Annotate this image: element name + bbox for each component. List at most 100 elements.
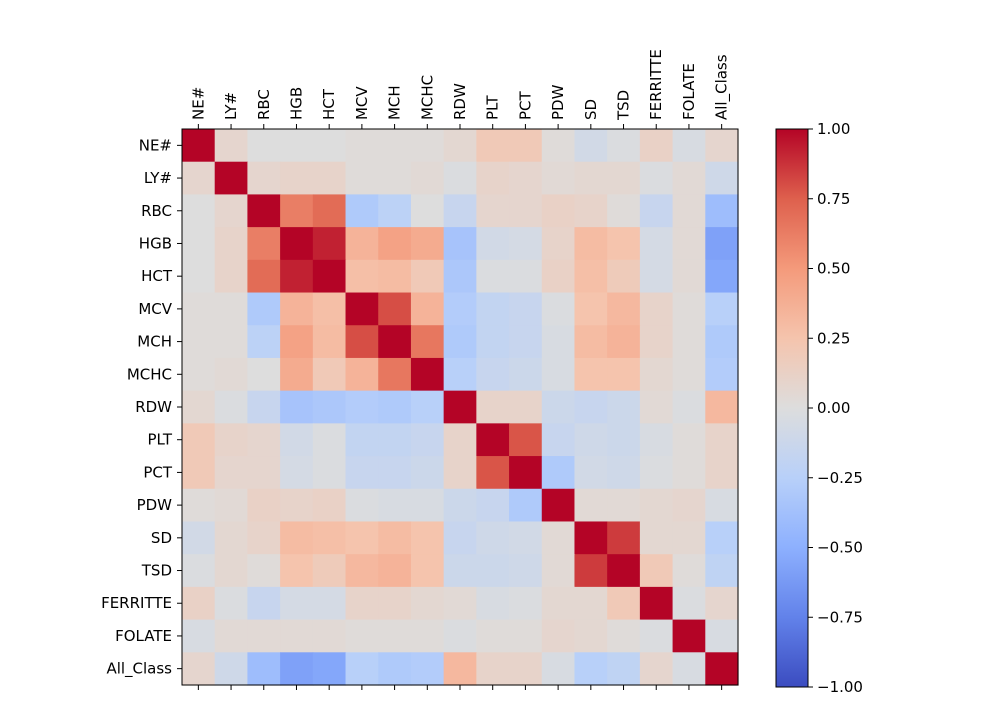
colorbar-tick-label: 1.00 [817,120,850,138]
heatmap-cell-RDW-RBC [247,390,281,424]
heatmap-cell-HGB-FERRITTE [639,227,674,261]
heatmap-cell-MCHC-MCHC [410,357,445,392]
heatmap-cell-MCV-FOLATE [672,292,706,326]
heatmap-cell-RDW-MCV [345,390,379,424]
x-axis-ticks: NE# LY# RBC HGB HCT MCV MCH MCHC RDW PLT PCT PDW SD T… [189,49,732,690]
heatmap-cell-FERRITTE-LY# [214,586,249,621]
x-tick-label: PDW [549,84,567,120]
heatmap-cell-SD-PLT [476,521,510,555]
heatmap-cell-MCH-PLT [476,325,510,359]
heatmap-cell-LY#-FOLATE [672,161,706,196]
heatmap-cell-LY#-RDW [443,161,477,196]
x-tick-label: LY# [222,92,240,120]
colorbar-tick-label: 0.75 [817,190,850,208]
heatmap-cell-NE#-PCT [509,129,543,163]
heatmap-cell-FERRITTE-FERRITTE [639,586,674,621]
heatmap-cell-HGB-PCT [509,227,543,261]
heatmap-cell-SD-PDW [541,521,576,555]
heatmap-cell-FOLATE-PCT [509,619,543,653]
heatmap-cell-MCV-MCH [378,292,412,326]
heatmap-cell-HCT-SD [574,259,608,294]
heatmap-cell-MCHC-RBC [247,357,281,392]
heatmap-cell-TSD-LY# [214,554,249,588]
heatmap-cell-NE#-NE# [182,129,216,163]
heatmap-cell-RDW-LY# [214,390,249,424]
heatmap-cell-MCH-MCH [378,325,412,359]
heatmap-cell-FERRITTE-SD [574,586,608,621]
y-tick-label: TSD [141,562,172,580]
heatmap-cell-NE#-FERRITTE [639,129,674,163]
heatmap-cell-MCHC-SD [574,357,608,392]
heatmap-cell-FERRITTE-MCHC [410,586,445,621]
heatmap-cell-LY#-SD [574,161,608,196]
heatmap-cell-All_Class-LY# [214,652,249,686]
heatmap-cell-HGB-RBC [247,227,281,261]
heatmap-cell-PDW-MCV [345,488,379,523]
heatmap-cell-SD-SD [574,521,608,555]
heatmap-cell-RBC-MCHC [410,194,445,228]
heatmap-cell-PLT-LY# [214,423,249,457]
x-tick-label: FOLATE [680,63,698,120]
heatmap-cell-HGB-PDW [541,227,576,261]
heatmap-cell-MCV-All_Class [705,292,739,326]
heatmap-cell-MCH-RDW [443,325,477,359]
heatmap-cell-All_Class-FERRITTE [639,652,674,686]
heatmap-cells [182,129,739,686]
colorbar-tick-label: 0.50 [817,260,850,278]
heatmap-cell-TSD-FERRITTE [639,554,674,588]
heatmap-cell-RDW-RDW [443,390,477,424]
heatmap-cell-MCHC-MCH [378,357,412,392]
heatmap-cell-MCV-SD [574,292,608,326]
heatmap-cell-MCV-NE# [182,292,216,326]
heatmap-cell-NE#-HGB [280,129,314,163]
heatmap-cell-PCT-MCHC [410,456,445,490]
heatmap-cell-TSD-RBC [247,554,281,588]
heatmap-cell-LY#-PCT [509,161,543,196]
heatmap-cell-LY#-MCH [378,161,412,196]
y-tick-label: RBC [141,202,172,220]
heatmap-cell-PDW-MCHC [410,488,445,523]
y-tick-label: FOLATE [115,627,172,645]
heatmap-cell-NE#-MCV [345,129,379,163]
heatmap-cell-PCT-HGB [280,456,314,490]
x-tick-label: HGB [287,87,305,120]
x-tick-label: PLT [484,95,502,120]
y-axis-ticks: NE# LY# RBC HGB HCT MCV MCH MCHC RDW PLT PCT PDW SD T… [101,136,182,679]
heatmap-cell-LY#-TSD [607,161,641,196]
heatmap-cell-PDW-LY# [214,488,249,523]
heatmap-cell-FOLATE-HGB [280,619,314,653]
heatmap-cell-RBC-HCT [312,194,347,228]
heatmap-cell-LY#-LY# [214,161,249,196]
heatmap-cell-MCV-MCV [345,292,379,326]
heatmap-cell-FOLATE-LY# [214,619,249,653]
heatmap-cell-HGB-LY# [214,227,249,261]
heatmap-cell-HGB-NE# [182,227,216,261]
heatmap-cell-RBC-LY# [214,194,249,228]
heatmap-cell-PLT-All_Class [705,423,739,457]
colorbar-tick-label: −0.75 [817,608,863,626]
heatmap-cell-All_Class-NE# [182,652,216,686]
heatmap-cell-RBC-SD [574,194,608,228]
heatmap-cell-RBC-FOLATE [672,194,706,228]
heatmap-cell-RDW-PLT [476,390,510,424]
heatmap-cell-TSD-FOLATE [672,554,706,588]
heatmap-cell-FOLATE-FERRITTE [639,619,674,653]
x-tick-label: HCT [320,88,338,120]
heatmap-cell-HGB-MCHC [410,227,445,261]
heatmap-cell-RDW-FOLATE [672,390,706,424]
colorbar-tick-label: −0.50 [817,539,863,557]
y-tick-label: HCT [141,267,173,285]
heatmap-cell-FOLATE-RDW [443,619,477,653]
heatmap-cell-RDW-HCT [312,390,347,424]
heatmap-cell-PCT-SD [574,456,608,490]
heatmap-cell-FERRITTE-HCT [312,586,347,621]
heatmap-cell-PLT-SD [574,423,608,457]
heatmap-cell-HCT-FERRITTE [639,259,674,294]
heatmap-cell-PLT-TSD [607,423,641,457]
heatmap-cell-FOLATE-RBC [247,619,281,653]
heatmap-cell-SD-MCHC [410,521,445,555]
heatmap-cell-PCT-TSD [607,456,641,490]
heatmap-cell-PDW-PLT [476,488,510,523]
heatmap-cell-HCT-RDW [443,259,477,294]
heatmap-cell-HCT-LY# [214,259,249,294]
